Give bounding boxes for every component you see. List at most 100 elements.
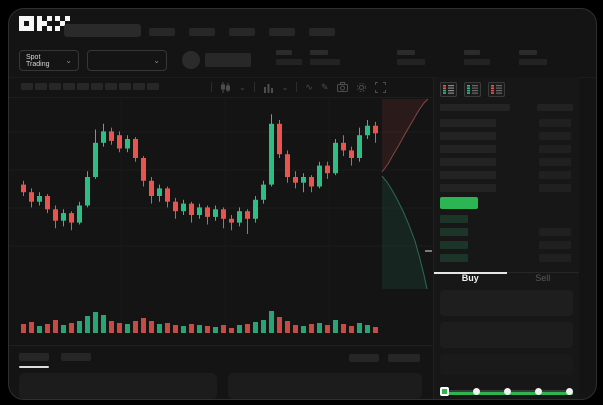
nav-item-placeholder[interactable] (309, 28, 335, 36)
ask-row[interactable] (440, 129, 573, 142)
volume-bar (157, 324, 162, 333)
ask-row[interactable] (440, 155, 573, 168)
candle-body (269, 123, 274, 185)
bottom-bar-action[interactable] (388, 354, 420, 362)
price-chart[interactable] (9, 97, 433, 345)
bid-row[interactable] (440, 251, 573, 264)
timeframe-button[interactable] (49, 83, 61, 90)
tab-buy[interactable]: Buy (461, 273, 479, 283)
gear-icon[interactable] (356, 82, 367, 93)
volume-bar (45, 324, 50, 333)
timeframe-button[interactable] (133, 83, 145, 90)
volume-bar (61, 325, 66, 333)
ask-row[interactable] (440, 168, 573, 181)
ticker-stat (519, 50, 547, 65)
book-view-split-icon[interactable] (440, 82, 457, 97)
bottom-tab-active[interactable] (19, 353, 49, 361)
volume-bar (37, 326, 42, 333)
volume-bar (141, 318, 146, 333)
candle-body (293, 177, 298, 183)
tab-sell[interactable]: Sell (535, 273, 551, 283)
price-input[interactable] (440, 290, 573, 316)
book-view-asks-icon[interactable] (488, 82, 505, 97)
volume-bar (53, 320, 58, 333)
bid-amount-placeholder (539, 240, 571, 249)
nav-item-placeholder[interactable] (229, 28, 255, 36)
bid-price-placeholder (440, 253, 468, 262)
candle-body (173, 201, 178, 212)
volume-bar (285, 321, 290, 333)
book-view-bids-icon[interactable] (464, 82, 481, 97)
price-axis-marker (425, 250, 432, 252)
candlestick-style-icon[interactable] (220, 81, 231, 93)
pair-dropdown[interactable]: ⌄ (87, 50, 167, 71)
volume-bar (173, 325, 178, 333)
bid-row[interactable] (440, 212, 573, 225)
total-field[interactable] (440, 354, 573, 375)
volume-bar (245, 324, 250, 333)
ask-amount-placeholder (539, 131, 571, 140)
ask-price-placeholder (440, 183, 496, 192)
bottom-panel-left (19, 373, 217, 399)
slider-step[interactable] (504, 387, 511, 395)
nav-item-placeholder[interactable] (189, 28, 215, 36)
candle-body (109, 131, 114, 141)
draw-tool-icon[interactable]: ✎ (320, 81, 329, 92)
bottom-tab-bar (9, 347, 433, 373)
nav-item-placeholder[interactable] (149, 28, 175, 36)
stat-label-placeholder (397, 50, 415, 55)
bottom-bar-action[interactable] (349, 354, 379, 362)
ask-row[interactable] (440, 142, 573, 155)
slider-step[interactable] (440, 386, 449, 396)
slider-step[interactable] (535, 387, 542, 395)
timeframe-button[interactable] (147, 83, 159, 90)
ticker-stat (464, 50, 490, 65)
volume-bar (341, 324, 346, 333)
volume-bar (21, 324, 26, 333)
timeframe-button[interactable] (35, 83, 47, 90)
bid-rows (440, 212, 573, 264)
slider-step[interactable] (566, 387, 573, 395)
okx-logo[interactable] (19, 16, 70, 37)
line-overlay-icon[interactable]: ∿ (305, 81, 313, 92)
bid-row[interactable] (440, 238, 573, 251)
timeframe-button[interactable] (105, 83, 117, 90)
amount-input[interactable] (440, 322, 573, 348)
bid-price-placeholder (440, 240, 468, 249)
timeframe-button[interactable] (119, 83, 131, 90)
volume-bar (93, 312, 98, 333)
bottom-panel-right (228, 373, 422, 399)
chevron-down-icon[interactable]: ⌄ (281, 82, 289, 92)
volume-bar (101, 315, 106, 333)
search-input[interactable] (64, 24, 141, 37)
timeframe-button[interactable] (21, 83, 33, 90)
slider-step[interactable] (473, 387, 480, 395)
market-type-dropdown[interactable]: Spot Trading ⌄ (19, 50, 79, 71)
candle-body (53, 209, 58, 221)
camera-icon[interactable] (336, 82, 348, 92)
bottom-tab[interactable] (61, 353, 91, 361)
volume-bar (357, 323, 362, 333)
candle-body (165, 188, 170, 202)
ask-amount-placeholder (539, 144, 571, 153)
ask-row[interactable] (440, 116, 573, 129)
timeframe-button[interactable] (77, 83, 89, 90)
candle-body (149, 180, 154, 196)
candlestick-chart-canvas[interactable] (9, 97, 433, 345)
volume-bar (349, 326, 354, 333)
candle-body (69, 213, 74, 223)
fullscreen-icon[interactable] (374, 81, 386, 93)
volume-bar (269, 311, 274, 333)
ask-row[interactable] (440, 181, 573, 194)
timeframe-button[interactable] (91, 83, 103, 90)
timeframe-button[interactable] (63, 83, 75, 90)
ask-price-placeholder (440, 157, 496, 166)
chevron-down-icon[interactable]: ⌄ (239, 82, 246, 92)
candle-body (341, 142, 346, 151)
indicators-icon[interactable] (263, 82, 274, 93)
bid-row[interactable] (440, 225, 573, 238)
candle-body (61, 213, 66, 221)
stat-value-placeholder (276, 59, 302, 65)
volume-bar (197, 325, 202, 333)
nav-item-placeholder[interactable] (269, 28, 295, 36)
